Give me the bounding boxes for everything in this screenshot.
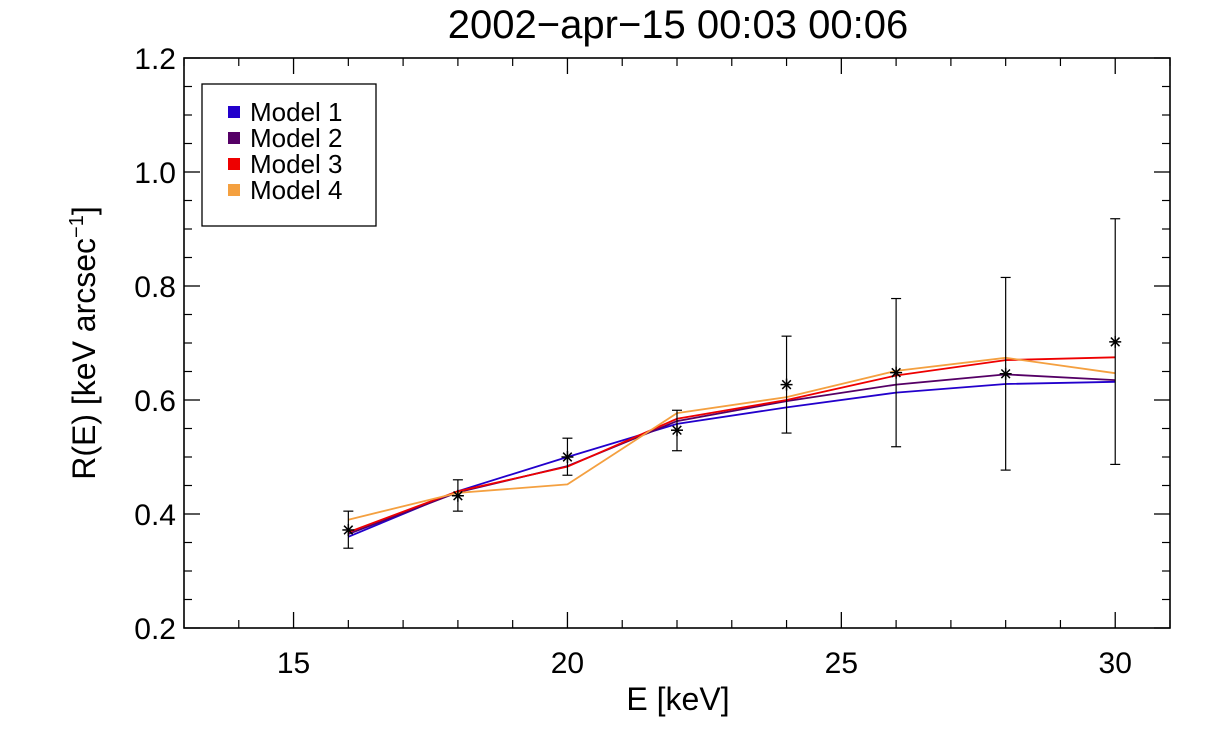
series-line-model-3 (347, 356, 1116, 534)
y-tick-label: 1.0 (134, 157, 176, 190)
asterisk-marker (780, 378, 793, 391)
asterisk-marker (1109, 335, 1122, 348)
data-point (671, 409, 683, 452)
y-tick-label: 0.2 (134, 613, 176, 646)
y-tick-label: 0.8 (134, 271, 176, 304)
legend-swatch-model-4 (228, 184, 240, 196)
asterisk-stroke (891, 367, 901, 378)
asterisk-stroke (781, 379, 792, 390)
y-axis-label: R(E) [keV arcsec−1] (66, 206, 102, 480)
asterisk-stroke (453, 490, 463, 501)
asterisk-marker (671, 424, 683, 437)
series-line-model-2 (347, 373, 1116, 535)
asterisk-marker (999, 367, 1012, 380)
x-tick-label: 30 (1099, 647, 1132, 680)
data-point (890, 297, 903, 448)
legend-label-model-4: Model 4 (250, 175, 343, 205)
chart-title: 2002−apr−15 00:03 00:06 (448, 3, 908, 47)
legend-label-model-2: Model 2 (250, 123, 343, 153)
y-tick-label: 1.2 (134, 43, 176, 76)
y-tick-label: 0.6 (134, 385, 176, 418)
asterisk-marker (342, 523, 355, 536)
data-point (780, 335, 793, 434)
axis-tick-labels: 15 20 25 30 0.2 0.4 0.6 0.8 1.0 1.2 (134, 43, 1132, 680)
data-point (1109, 218, 1122, 466)
asterisk-stroke (343, 525, 354, 535)
legend-swatch-model-2 (228, 132, 240, 144)
x-tick-label: 20 (551, 647, 584, 680)
legend-swatch-model-1 (228, 106, 240, 118)
y-axis-label-exponent: −1 (66, 215, 88, 238)
series-lines (347, 356, 1116, 538)
series-line-model-4 (348, 356, 1116, 521)
x-axis-label: E [keV] (626, 681, 729, 717)
y-axis-label-close: ] (66, 206, 102, 215)
y-axis-label-main: R(E) [keV arcsec (66, 238, 102, 480)
data-point (342, 510, 355, 549)
data-point (999, 276, 1012, 471)
asterisk-marker (890, 366, 903, 379)
data-point (561, 437, 574, 476)
legend-swatch-model-3 (228, 158, 240, 170)
asterisk-stroke (672, 425, 682, 436)
data-point (451, 479, 464, 512)
legend-label-model-1: Model 1 (250, 97, 343, 127)
asterisk-stroke (1110, 337, 1121, 347)
asterisk-stroke (562, 452, 573, 462)
observations (342, 218, 1122, 549)
axis-ticks (183, 57, 1171, 629)
series-line-model-1 (347, 380, 1116, 538)
x-tick-label: 15 (277, 647, 310, 680)
y-tick-label: 0.4 (134, 499, 176, 532)
x-tick-label: 25 (825, 647, 858, 680)
asterisk-marker (451, 489, 464, 502)
asterisk-marker (561, 451, 574, 463)
legend-label-model-3: Model 3 (250, 149, 343, 179)
asterisk-stroke (1000, 368, 1011, 379)
